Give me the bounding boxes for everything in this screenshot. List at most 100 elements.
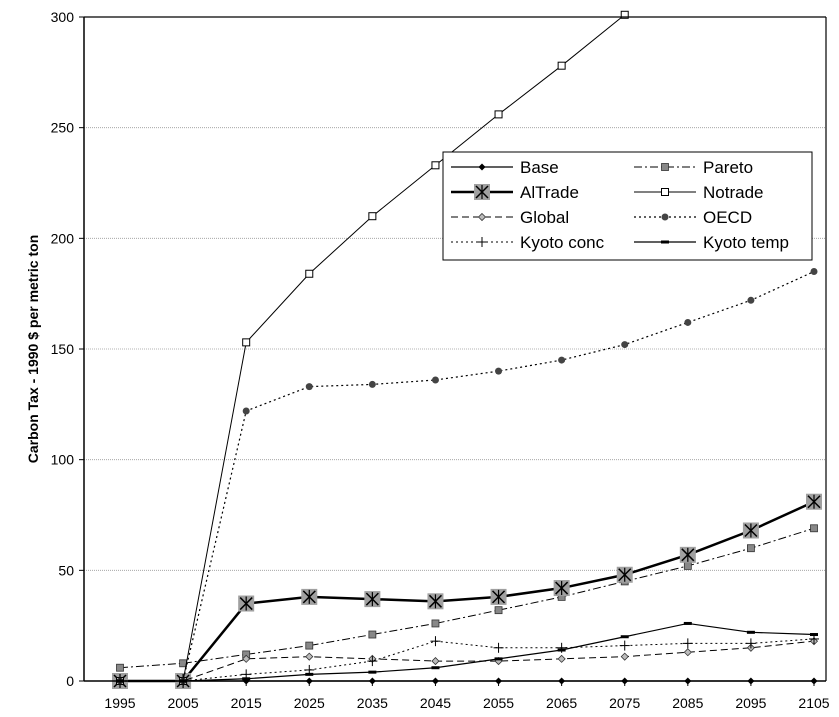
- data-point: [305, 269, 314, 278]
- data-point: [242, 407, 250, 415]
- data-point: [431, 376, 439, 384]
- data-point: [683, 648, 692, 657]
- data-point: [368, 212, 377, 221]
- y-tick-label: 50: [58, 562, 74, 578]
- legend-marker: [477, 237, 487, 247]
- x-tick-label: 2035: [357, 695, 388, 711]
- data-point: [242, 654, 251, 663]
- legend-item: AlTrade: [451, 183, 579, 202]
- legend-item: Kyoto conc: [451, 233, 605, 252]
- legend-label: Global: [520, 208, 569, 227]
- data-point: [684, 318, 692, 326]
- x-tick-label: 2005: [168, 695, 199, 711]
- data-point: [301, 588, 318, 605]
- data-point: [490, 588, 507, 605]
- data-point: [494, 657, 503, 661]
- series-line: [119, 527, 815, 669]
- data-point: [242, 677, 251, 681]
- data-point: [683, 562, 692, 570]
- legend-marker: [474, 184, 490, 200]
- x-tick-label: 2065: [546, 695, 577, 711]
- data-point: [368, 670, 377, 674]
- series-line: [120, 638, 815, 682]
- series-line: [120, 500, 815, 683]
- y-tick-label: 250: [51, 120, 75, 136]
- legend-label: OECD: [703, 208, 752, 227]
- data-point: [305, 672, 314, 676]
- series-line: [120, 14, 626, 682]
- x-tick-label: 2105: [798, 695, 829, 711]
- legend-item: Pareto: [634, 158, 753, 177]
- data-point: [557, 654, 566, 663]
- legend: Base Pareto AlTrade Notrade Global OECD Kyoto …: [442, 151, 813, 261]
- data-point: [806, 493, 822, 510]
- legend-box: [442, 151, 813, 261]
- data-point: [620, 10, 629, 19]
- data-point: [620, 635, 629, 639]
- x-tick-label: 1995: [104, 695, 135, 711]
- legend-item: Kyoto temp: [634, 233, 789, 252]
- legend-label: Pareto: [703, 158, 753, 177]
- data-point: [364, 591, 381, 608]
- legend-item: Notrade: [634, 183, 763, 202]
- x-tick-label: 2025: [294, 695, 325, 711]
- data-point: [431, 619, 440, 628]
- legend-marker: [661, 163, 669, 171]
- series-altrade: [112, 493, 822, 689]
- x-tick-label: 2095: [735, 695, 766, 711]
- data-point: [747, 296, 755, 304]
- data-point: [494, 606, 503, 615]
- data-point: [553, 580, 570, 597]
- data-point: [430, 636, 441, 647]
- data-point: [683, 621, 692, 625]
- data-point: [810, 524, 818, 533]
- series-oecd: [116, 268, 818, 685]
- data-point: [493, 642, 504, 653]
- data-point: [557, 648, 566, 652]
- series-line: [120, 622, 815, 682]
- series-kyoto-temp: [116, 621, 818, 683]
- legend-item: OECD: [634, 208, 752, 227]
- data-point: [116, 663, 124, 672]
- legend-label: Notrade: [703, 183, 763, 202]
- legend-label: AlTrade: [520, 183, 579, 202]
- data-point: [431, 161, 440, 170]
- data-point: [368, 380, 376, 388]
- legend-marker: [661, 188, 669, 196]
- legend-marker: [478, 163, 486, 171]
- data-point: [305, 383, 313, 391]
- data-point: [427, 593, 444, 610]
- legend-marker: [477, 212, 487, 222]
- data-point: [742, 522, 759, 539]
- data-point: [746, 630, 755, 634]
- data-point: [368, 630, 377, 639]
- data-point: [558, 356, 566, 364]
- legend-marker: [661, 240, 669, 244]
- series-kyoto-conc: [115, 633, 819, 686]
- x-tick-label: 2015: [231, 695, 262, 711]
- plot-frame: [79, 16, 827, 686]
- legend-label: Kyoto temp: [703, 233, 789, 252]
- y-tick-label: 100: [51, 452, 75, 468]
- data-point: [431, 657, 440, 666]
- data-point: [495, 367, 503, 375]
- data-point: [810, 633, 818, 637]
- x-tick-labels: 1995 2005 2015 2025 2035 2045 2055 2065 2075 2085…: [104, 695, 829, 711]
- data-point: [745, 638, 756, 649]
- legend-item: Base: [451, 158, 559, 177]
- data-point: [305, 641, 314, 650]
- x-tick-label: 2075: [609, 695, 640, 711]
- y-tick-label: 200: [51, 230, 75, 246]
- data-point: [621, 341, 629, 349]
- data-point: [557, 61, 566, 70]
- data-point: [616, 566, 633, 583]
- x-tick-label: 2085: [672, 695, 703, 711]
- y-tick-label: 300: [51, 9, 75, 25]
- data-point: [679, 546, 696, 563]
- series-lines: [112, 10, 822, 689]
- y-tick-label: 150: [51, 341, 75, 357]
- data-point: [431, 666, 440, 670]
- series-notrade: [116, 10, 629, 685]
